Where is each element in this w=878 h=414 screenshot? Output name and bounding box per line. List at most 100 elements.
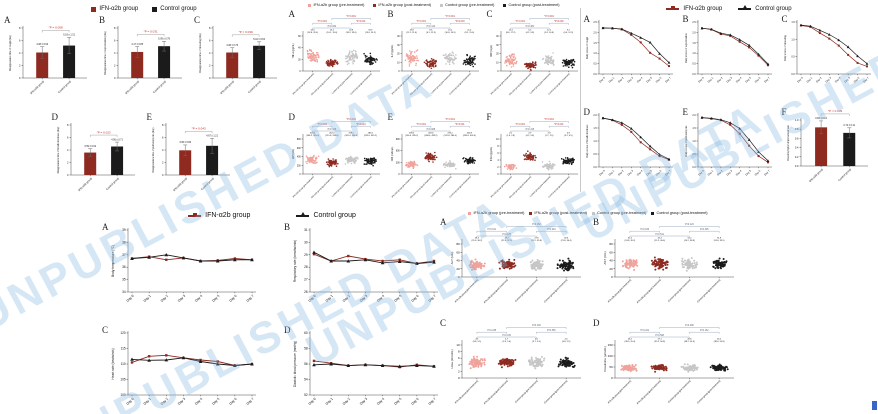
svg-text:0.72 ± 0.11: 0.72 ± 0.11 xyxy=(843,125,855,127)
swatch-icon xyxy=(468,211,472,215)
svg-text:IFN-α2b group (post-treatment): IFN-α2b group (post-treatment) xyxy=(409,72,433,96)
chart-panel-labs-a: A 0 20 40 60 80 ALT (U/L) 28.4 (21.6, 36.2) IFN-α… xyxy=(439,217,584,318)
square-marker-icon xyxy=(666,6,680,10)
panel-letter: C xyxy=(781,14,788,24)
svg-text:262.4: 262.4 xyxy=(329,133,335,135)
svg-text:Day 0: Day 0 xyxy=(308,294,317,303)
svg-text:Day 3: Day 3 xyxy=(725,75,733,83)
svg-text:100: 100 xyxy=(608,354,613,358)
svg-text:Day 4: Day 4 xyxy=(635,168,643,176)
svg-text:2.3: 2.3 xyxy=(547,133,551,135)
svg-text:Respiratory rate (breaths/min): Respiratory rate (breaths/min) xyxy=(293,240,297,282)
svg-text:0: 0 xyxy=(497,174,499,176)
svg-text:Day 7: Day 7 xyxy=(664,75,672,83)
svg-text:20: 20 xyxy=(298,59,301,61)
panel-letter: E xyxy=(387,112,394,122)
svg-text:80: 80 xyxy=(609,242,613,246)
svg-text:20: 20 xyxy=(496,54,499,56)
svg-text:(192.8, 280.4): (192.8, 280.4) xyxy=(443,135,456,137)
chart-panel-daily-f: F 0.0 0.2 0.4 0.6 0.8 1.0 Overall symptom impro… xyxy=(781,107,876,200)
svg-text:P=0.512: P=0.512 xyxy=(655,234,664,236)
chart-svg-bar: 0 2 4 6 8 Disappearance time of cough (day) 4.… xyxy=(9,26,87,95)
swatch-icon xyxy=(91,6,97,12)
svg-text:Day 1: Day 1 xyxy=(805,75,813,83)
svg-text:Day 3: Day 3 xyxy=(177,397,186,406)
svg-text:Control group (pre-treatment): Control group (pre-treatment) xyxy=(514,379,538,403)
svg-text:900: 900 xyxy=(395,139,400,141)
swatch-icon xyxy=(308,3,312,7)
chart-svg-dot: 0 20 40 60 80 AST (U/L) 31.6(24.8, 39.2) IFN-α2… xyxy=(603,224,734,304)
svg-text:0.2: 0.2 xyxy=(794,155,798,159)
svg-text:Day 5: Day 5 xyxy=(211,294,220,303)
svg-text:Day 4: Day 4 xyxy=(376,397,385,406)
chart-panel-bars-a: A 0 2 4 6 8 Disappearance time of cough (day) 4… xyxy=(3,15,95,112)
legend-daily-scores: IFN-α2b group Control group xyxy=(581,3,877,14)
chart-panel-daily-e: E 0.0 0.5 1.0 1.5 2.0 Daily scores of pulmonar… xyxy=(682,107,777,200)
svg-text:38: 38 xyxy=(122,240,126,244)
svg-text:Day 2: Day 2 xyxy=(342,397,351,406)
svg-text:Day 5: Day 5 xyxy=(393,294,402,303)
svg-text:10: 10 xyxy=(456,343,460,347)
svg-text:0.5: 0.5 xyxy=(593,153,597,156)
svg-text:IFN-α2b group (pre-treatment): IFN-α2b group (pre-treatment) xyxy=(454,379,479,404)
svg-text:4.17 ± 0.85: 4.17 ± 0.85 xyxy=(131,44,143,46)
svg-text:1.5: 1.5 xyxy=(593,42,597,45)
svg-text:Day 7: Day 7 xyxy=(428,397,437,406)
svg-text:P=0.508: P=0.508 xyxy=(655,335,664,337)
chart-row: C 0 2 4 6 8 10 Urea (mmol/L) 4.6 (3.8, 5.5) IFN-α2… xyxy=(438,318,738,414)
svg-text:Day 0: Day 0 xyxy=(308,397,317,406)
chart-svg-dot: 0 2 4 6 8 10 IFN-α (pg/mL) 2.1(1.6, 2.8) IFN-α2b… xyxy=(489,118,578,199)
svg-text:4.6: 4.6 xyxy=(475,339,479,341)
svg-text:0: 0 xyxy=(299,71,301,73)
svg-text:IL-6 (pg/mL): IL-6 (pg/mL) xyxy=(392,45,394,58)
svg-text:0: 0 xyxy=(114,76,116,80)
svg-text:P=0.668: P=0.668 xyxy=(426,129,435,131)
chart-row: C 100 105 110 115 120 Heart rate (beats/min) Da… xyxy=(100,325,444,414)
legend-label: IFN-α2b group xyxy=(205,212,251,219)
panel-letter: D xyxy=(284,325,291,335)
legend-item: IFN-α2b group (pre-treatment) xyxy=(468,211,524,215)
chart-panel-labs-b: B 0 20 40 60 80 AST (U/L) 31.6 (24.8, 39.2) IFN-α… xyxy=(592,217,737,318)
svg-text:P=0.162: P=0.162 xyxy=(700,330,709,332)
svg-text:(3.7, 5.4): (3.7, 5.4) xyxy=(532,341,541,343)
panel-group-cytokine-dotplots: IFN-α2b group (pre-treatment) IFN-α2b gro… xyxy=(289,1,579,215)
svg-text:0: 0 xyxy=(497,71,499,73)
svg-text:(10.1, 19.6): (10.1, 19.6) xyxy=(326,32,337,34)
svg-text:*P<0.001: *P<0.001 xyxy=(416,20,426,23)
panel-letter: B xyxy=(387,9,394,19)
svg-text:*P<0.001: *P<0.001 xyxy=(544,15,554,18)
svg-text:8: 8 xyxy=(209,26,211,30)
svg-text:Day 2: Day 2 xyxy=(715,75,723,83)
svg-text:Day 1: Day 1 xyxy=(706,168,714,176)
legend-item: Control group (pre-treatment) xyxy=(440,3,494,7)
svg-text:1.0: 1.0 xyxy=(794,118,798,122)
svg-text:P=0.478: P=0.478 xyxy=(502,234,511,236)
svg-text:IFN-α2b group (post-treatment): IFN-α2b group (post-treatment) xyxy=(483,278,509,304)
svg-text:Urea (mmol/L): Urea (mmol/L) xyxy=(450,349,454,368)
svg-text:5.19 ± 1.31: 5.19 ± 1.31 xyxy=(63,35,75,37)
svg-text:0: 0 xyxy=(67,173,69,177)
svg-text:20: 20 xyxy=(609,267,613,271)
panel-letter: A xyxy=(4,15,11,25)
panel-group-daily-scores: IFN-α2b group Control group A 0.0 0.5 1.0 1.5… xyxy=(581,3,877,200)
chart-svg-dot: 0 10 20 30 40 CRP (mg/L) 12.4(8.6, 17.2) IFN-α2… xyxy=(489,15,578,96)
svg-text:Control group (post-treatment): Control group (post-treatment) xyxy=(448,175,471,198)
svg-text:Disappearance time of expector: Disappearance time of expectoration (day… xyxy=(104,31,107,75)
svg-text:Day 5: Day 5 xyxy=(645,168,653,176)
legend-label: Control group (post-treatment) xyxy=(508,3,560,7)
legend-label: IFN-α2b group (pre-treatment) xyxy=(313,3,365,7)
svg-text:8: 8 xyxy=(19,26,21,30)
svg-text:4.6: 4.6 xyxy=(565,339,569,341)
svg-text:Control group (post-treatment): Control group (post-treatment) xyxy=(696,379,721,404)
svg-text:3.95 ± 0.86: 3.95 ± 0.86 xyxy=(179,142,191,144)
svg-text:46.2: 46.2 xyxy=(628,339,633,341)
svg-text:Control group: Control group xyxy=(57,79,72,94)
svg-text:1.0: 1.0 xyxy=(593,52,597,55)
svg-text:IFN-α2b group (post-treatment): IFN-α2b group (post-treatment) xyxy=(636,379,662,405)
svg-text:4.9: 4.9 xyxy=(528,133,532,135)
svg-text:Day 4: Day 4 xyxy=(194,397,203,406)
svg-text:0: 0 xyxy=(611,376,613,380)
svg-text:0: 0 xyxy=(162,173,164,177)
svg-text:Day 0: Day 0 xyxy=(126,294,135,303)
svg-text:TNF-α (pg/mL): TNF-α (pg/mL) xyxy=(293,43,295,58)
